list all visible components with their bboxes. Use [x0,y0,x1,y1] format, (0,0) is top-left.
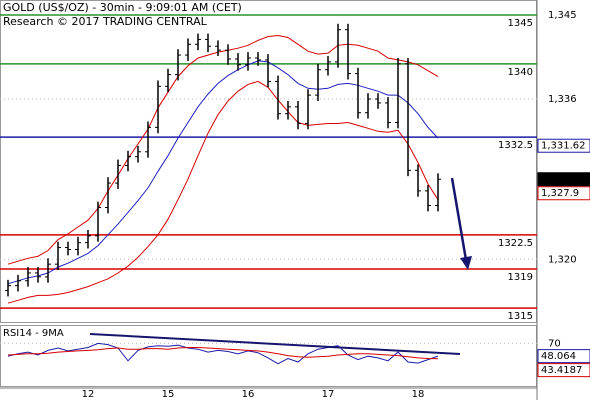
indicator-line [7,80,439,304]
y-tick-label: 1,320 [548,254,577,265]
x-tick-label: 18 [412,389,425,400]
chart-title: GOLD (US$/OZ) - 30min - 9:09:01 AM (CET) [3,1,242,14]
y-tick-label: 1,345 [548,10,577,21]
price-tag-label: 1,328.19 [541,174,586,185]
x-tick-label: 12 [82,389,95,400]
rsi-tag-label: 48.064 [541,351,576,362]
indicator-line [7,60,439,285]
plot-layer: 1,345 1,336 1,320 12 15 16 17 18 1345 1340 1332.5 1… [0,10,590,400]
level-label: 1345 [508,18,533,29]
y-tick-label: 70 [548,338,561,349]
level-label: 1315 [508,311,533,322]
rsi-panel [0,325,537,387]
price-tag [537,186,590,201]
price-tag [537,172,590,187]
arrow-head [460,256,472,270]
rsi-title: RSI14 - 9MA [3,328,64,339]
price-panel [0,0,537,323]
indicator-line [7,34,439,265]
y-tick-label: 1,336 [548,94,577,105]
level-label: 1332.5 [498,140,533,151]
chart-subtitle: Research © 2017 TRADING CENTRAL [3,15,208,28]
rsi-trendline [89,333,461,355]
level-label: 1340 [508,67,533,78]
price-tag [537,138,590,153]
level-label: 1319 [508,272,533,283]
rsi-line [7,342,439,365]
price-tag-label: 1,327.9 [541,188,579,199]
rsi-tag [537,363,590,378]
rsi-tag [537,349,590,364]
rsi-line [7,347,439,360]
x-tick-label: 15 [162,389,175,400]
x-tick-label: 17 [322,389,335,400]
rsi-tag-label: 43.4187 [541,365,582,376]
level-label: 1322.5 [498,238,533,249]
x-tick-label: 16 [242,389,255,400]
forecast-arrow [450,177,468,261]
price-tag-label: 1,331.62 [541,141,586,152]
